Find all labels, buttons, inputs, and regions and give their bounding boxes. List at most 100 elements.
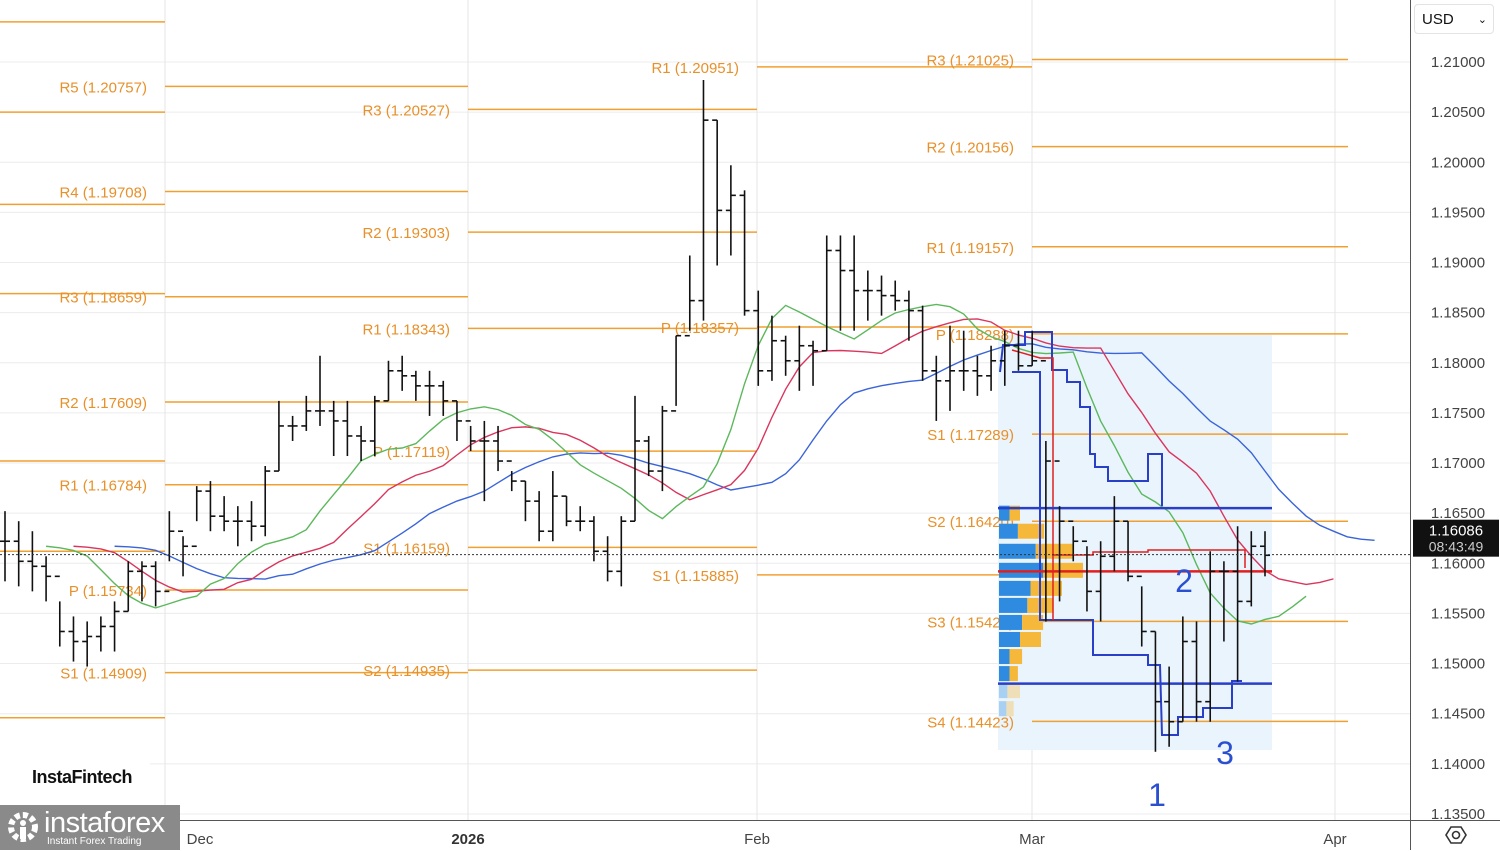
pivot-level-label: S3 (1.15421) <box>927 614 1014 631</box>
bar-countdown: 08:43:49 <box>1429 539 1484 555</box>
volume-profile-bar-buy <box>999 631 1020 647</box>
ohlc-bar <box>602 536 613 582</box>
y-axis-labels: 1.21000 1.20500 1.20000 1.19500 1.19000 1.185… <box>1413 54 1499 823</box>
alligator-lips-line <box>46 303 1307 625</box>
ohlc-bar <box>890 280 901 311</box>
y-tick-label: 1.18500 <box>1431 305 1485 322</box>
channel-upper-step-line <box>999 331 1163 506</box>
ohlc-bar <box>1164 666 1175 747</box>
ohlc-bar <box>1081 540 1092 612</box>
pivot-level-label: S1 (1.15885) <box>652 568 739 585</box>
volume-profile-bar-sell <box>1009 505 1020 521</box>
ohlc-bar <box>1109 496 1120 572</box>
volume-profile-bar-sell <box>1006 701 1014 717</box>
volume-profile-bar-buy <box>999 580 1031 596</box>
ohlc-bar <box>260 466 271 537</box>
ohlc-bar <box>315 355 325 426</box>
ohlc-bar <box>862 270 873 321</box>
pivot-level-label: R3 (1.21025) <box>926 52 1014 69</box>
pivot-level-label: R1 (1.18343) <box>362 321 450 338</box>
pivot-level-label: R1 (1.19157) <box>926 240 1014 257</box>
ohlc-bar <box>534 491 545 542</box>
y-tick-label: 1.15000 <box>1431 656 1485 673</box>
ohlc-bar <box>698 80 709 321</box>
ohlc-bar <box>150 561 161 607</box>
y-tick-label: 1.17000 <box>1431 455 1485 472</box>
ohlc-bar <box>68 616 79 662</box>
y-tick-label: 1.17500 <box>1431 405 1485 422</box>
ohlc-bar <box>232 506 243 547</box>
ohlc-bar <box>219 496 230 532</box>
ohlc-bar <box>739 190 750 316</box>
ohlc-bar <box>1205 551 1216 722</box>
volume-profile-bar-sell <box>1035 543 1073 559</box>
logo-tagline: Instant Forex Trading <box>47 836 142 847</box>
ohlc-bar <box>1150 630 1161 752</box>
volume-profile-bar-sell <box>1009 649 1023 665</box>
logo-text: InstaFintech <box>32 767 133 787</box>
x-tick-label: Apr <box>1323 831 1347 848</box>
price-axis[interactable]: 1.21000 1.20500 1.20000 1.19500 1.19000 1.185… <box>1410 0 1500 823</box>
pivot-level-label: S4 (1.14423) <box>927 714 1014 731</box>
pivot-level-label: R3 (1.20527) <box>362 102 450 119</box>
ohlc-bar <box>1027 330 1038 367</box>
ohlc-bar <box>1191 621 1202 722</box>
ohlc-bar <box>1136 575 1147 647</box>
pivot-level-label: R2 (1.17609) <box>59 395 147 412</box>
volume-profile-bar-sell <box>1009 666 1018 682</box>
x-tick-label: Feb <box>744 831 770 848</box>
ohlc-bar <box>999 330 1010 386</box>
poc-step-line <box>1011 349 1054 620</box>
currency-dropdown[interactable]: USD ⌄ <box>1414 4 1494 34</box>
currency-value: USD <box>1422 11 1454 28</box>
ohlc-bar <box>109 601 120 652</box>
y-tick-label: 1.16000 <box>1431 555 1485 572</box>
volume-profile-bar-sell <box>1017 523 1045 539</box>
ohlc-bar <box>0 511 10 582</box>
volume-profile-bar-buy <box>999 683 1008 699</box>
ohlc-bar <box>13 521 24 587</box>
ohlc-bar <box>506 460 517 492</box>
ohlc-bar <box>178 530 189 577</box>
ohlc-bar <box>205 481 216 532</box>
price-chart[interactable]: R5 (1.20757) R4 (1.19708) R3 (1.18659) R2 (… <box>0 0 1410 820</box>
instaforex-logo: instaforex Instant Forex Trading <box>0 805 180 850</box>
ohlc-bar <box>383 360 394 402</box>
chart-settings-button[interactable] <box>1410 820 1500 850</box>
channel-lower-step-line <box>1012 371 1242 736</box>
y-tick-label: 1.19000 <box>1431 255 1485 272</box>
ohlc-bar <box>849 235 860 331</box>
ohlc-bar <box>465 420 476 452</box>
ohlc-bar <box>972 355 983 396</box>
ohlc-bar <box>1040 359 1051 622</box>
ohlc-bar <box>1260 531 1270 577</box>
pivot-level-label: R4 (1.19708) <box>59 185 147 202</box>
x-tick-label: 2026 <box>451 831 485 848</box>
ohlc-bar <box>958 330 969 391</box>
wave-label: 3 <box>1216 735 1234 771</box>
ohlc-bar <box>273 400 284 472</box>
ohlc-bar <box>1218 561 1229 642</box>
ohlc-bar <box>356 425 367 462</box>
y-tick-label: 1.21000 <box>1431 54 1485 71</box>
ohlc-bar <box>766 315 777 381</box>
volume-profile-bar-buy <box>999 666 1010 682</box>
y-tick-label: 1.14000 <box>1431 756 1485 773</box>
ohlc-bar <box>630 395 640 522</box>
pivot-level-label: P (1.15734) <box>69 583 147 600</box>
ohlc-bar <box>561 495 572 527</box>
ohlc-bar <box>424 370 435 416</box>
alligator-teeth-line <box>73 318 1334 593</box>
logo-text: instaforex <box>44 807 165 839</box>
time-axis[interactable]: Dec 2026 Feb Mar Apr <box>0 820 1500 851</box>
ohlc-bar <box>1068 520 1079 562</box>
ohlc-bar <box>588 516 599 562</box>
chevron-down-icon: ⌄ <box>1477 14 1487 26</box>
pivot-level-label: S1 (1.17289) <box>927 427 1014 444</box>
instafintech-logo: InstaFintech <box>0 745 150 807</box>
pivot-level-label: R5 (1.20757) <box>59 79 147 96</box>
ohlc-bar <box>123 561 134 613</box>
ohlc-bar <box>1232 526 1243 682</box>
ohlc-bar <box>164 511 175 593</box>
y-tick-label: 1.19500 <box>1431 204 1485 221</box>
